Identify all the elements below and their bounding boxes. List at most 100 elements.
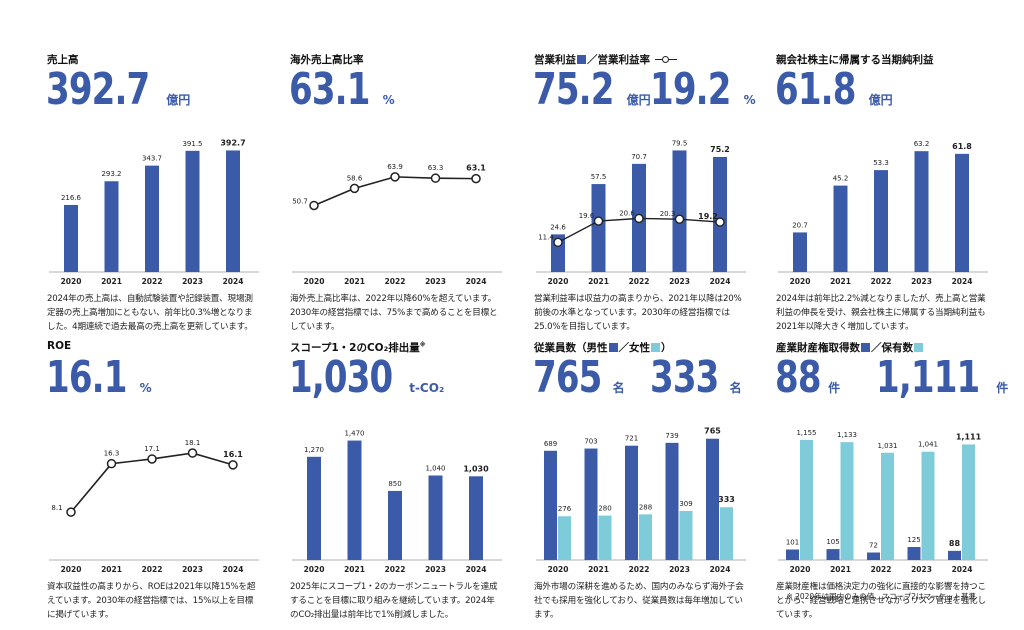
line-point bbox=[430, 173, 441, 183]
kpi-unit: 億円 bbox=[868, 93, 893, 107]
line-data-label: 11.4 bbox=[538, 233, 554, 241]
bar-series-1 bbox=[706, 438, 719, 560]
kpi-unit: % bbox=[382, 93, 395, 107]
data-label: 70.7 bbox=[631, 153, 647, 161]
panel-ip: 産業財産権取得数 ／保有数 88 件 1,111 件 2020 2021 2022 2023… bbox=[775, 340, 1008, 630]
bar-series-1 bbox=[826, 549, 840, 560]
panel-title: 従業員数（男性 ／女性 ） bbox=[534, 340, 672, 355]
line-point bbox=[471, 173, 481, 184]
data-label: 63.3 bbox=[428, 164, 444, 172]
line-point bbox=[106, 458, 117, 469]
panel-operating: 営業利益 ／営業利益率 75.2 億円 19.2% 2020 2021 2022 2023… bbox=[533, 52, 756, 342]
data-label: 50.7 bbox=[292, 197, 308, 205]
data-label: 309 bbox=[679, 500, 692, 508]
x-tick-label: 2023 bbox=[425, 277, 446, 286]
bar-series-2 bbox=[558, 516, 571, 560]
x-tick-label: 2021 bbox=[588, 277, 609, 286]
x-tick-label: 2020 bbox=[548, 565, 569, 574]
kpi-unit: 億円 bbox=[166, 93, 191, 107]
kpi-value: 765 名 bbox=[533, 356, 625, 400]
x-tick-label: 2024 bbox=[952, 565, 973, 574]
bar-series-1 bbox=[544, 450, 557, 560]
data-label: 1,111 bbox=[956, 432, 982, 441]
panel-description: 海外売上高比率は、2022年以降60%を超えています。2030年の経営指標では、… bbox=[290, 294, 498, 332]
line-data-label: 19.6 bbox=[579, 212, 595, 220]
legend-male-swatch bbox=[608, 343, 618, 352]
data-label: 125 bbox=[907, 536, 920, 544]
data-label: 293.2 bbox=[101, 170, 121, 178]
data-label: 101 bbox=[786, 538, 799, 546]
title-part: 営業利益 bbox=[534, 54, 576, 66]
x-tick-label: 2021 bbox=[830, 277, 851, 286]
line-data-label: 19.2 bbox=[698, 212, 718, 221]
data-label: 88 bbox=[949, 539, 961, 548]
data-label: 1,030 bbox=[463, 464, 489, 473]
x-tick-label: 2023 bbox=[669, 277, 690, 286]
data-label: 58.6 bbox=[347, 174, 363, 182]
x-tick-label: 2024 bbox=[710, 565, 731, 574]
bar bbox=[64, 204, 78, 272]
data-label: 1,270 bbox=[304, 446, 324, 454]
x-tick-label: 2024 bbox=[223, 565, 244, 574]
line-point bbox=[147, 454, 157, 464]
x-tick-label: 2020 bbox=[548, 277, 569, 286]
panel-title: 海外売上高比率 bbox=[290, 54, 364, 66]
footnote: ※ 2020年は国内のみの値、スコープ2はマーケット基準 bbox=[786, 592, 976, 601]
kpi-number: 63.1 bbox=[289, 64, 370, 115]
kpi-number: 392.7 bbox=[46, 64, 150, 115]
legend-line-marker-icon bbox=[654, 55, 677, 64]
panel-title: ROE bbox=[47, 340, 72, 352]
data-label: 392.7 bbox=[220, 138, 245, 147]
bar-series-2 bbox=[679, 511, 693, 560]
data-label: 61.8 bbox=[952, 142, 972, 151]
chart-roe: 2020 2021 2022 2023 2024 8.1 16.3 17.1 18.1 16.1 bbox=[49, 439, 259, 574]
x-tick-label: 2021 bbox=[344, 565, 365, 574]
bar bbox=[874, 170, 888, 272]
panel-description: 営業利益率は収益力の高まりから、2021年以降は20%前後の水準となっています。… bbox=[534, 294, 742, 332]
data-label: 24.6 bbox=[550, 223, 566, 231]
kpi-unit: 件 bbox=[828, 381, 841, 395]
line-point bbox=[715, 217, 725, 227]
x-tick-label: 2022 bbox=[142, 565, 163, 574]
kpi-number: 75.2 bbox=[533, 64, 614, 115]
data-label: 343.7 bbox=[142, 155, 162, 163]
line-point bbox=[187, 448, 198, 458]
bar-series-1 bbox=[786, 549, 799, 560]
chart-netincome: 2020 2021 2022 2023 2024 20.7 45.2 53.3 63.2 61.8 bbox=[778, 140, 988, 286]
bar-series-2 bbox=[720, 507, 733, 560]
line-point bbox=[593, 216, 604, 226]
bar bbox=[388, 490, 402, 560]
bar bbox=[347, 440, 362, 560]
kpi-number: 19.2 bbox=[650, 64, 731, 115]
x-tick-label: 2022 bbox=[871, 565, 892, 574]
x-tick-label: 2022 bbox=[142, 277, 163, 286]
line-point bbox=[390, 172, 400, 182]
line-point bbox=[349, 183, 360, 194]
data-label: 280 bbox=[598, 505, 611, 513]
legend-female-swatch bbox=[651, 343, 660, 352]
data-label: 72 bbox=[869, 542, 878, 550]
line-point bbox=[309, 200, 319, 211]
chart-ip: 2020 2021 2022 2023 2024 101 105 72 125 88 1,155 1,… bbox=[778, 429, 988, 574]
bar bbox=[713, 156, 727, 272]
title-part: ／女性 bbox=[618, 342, 651, 354]
kpi-number: 16.1 bbox=[46, 352, 127, 403]
chart-sales: 2020 2021 2022 2023 2024 216.6 293.2 343.7 391.5… bbox=[49, 138, 259, 286]
panel-roe: ROE 16.1% 2020 2021 2022 2023 2024 8.1 16.3 17.… bbox=[46, 340, 262, 630]
bar-series-1 bbox=[665, 442, 679, 560]
data-label: 63.1 bbox=[466, 164, 486, 173]
x-tick-label: 2022 bbox=[629, 277, 650, 286]
data-label: 739 bbox=[665, 432, 678, 440]
data-label: 18.1 bbox=[185, 439, 201, 447]
bar-series-1 bbox=[948, 550, 961, 560]
panel-overseas: 海外売上高比率 63.1% 2020 2021 2022 2023 2024 50.7 58… bbox=[289, 52, 505, 342]
bar bbox=[185, 150, 200, 272]
bar bbox=[469, 476, 483, 560]
bar-series-2 bbox=[881, 452, 894, 560]
x-tick-label: 2024 bbox=[223, 277, 244, 286]
legend-bar-swatch bbox=[577, 55, 586, 64]
panel-sales: 売上高 392.7 億円 2020 2021 2022 2023 2024 216.6 293… bbox=[46, 52, 262, 342]
kpi-unit: % bbox=[139, 381, 152, 395]
x-tick-label: 2022 bbox=[385, 277, 406, 286]
data-label: 53.3 bbox=[873, 159, 889, 167]
